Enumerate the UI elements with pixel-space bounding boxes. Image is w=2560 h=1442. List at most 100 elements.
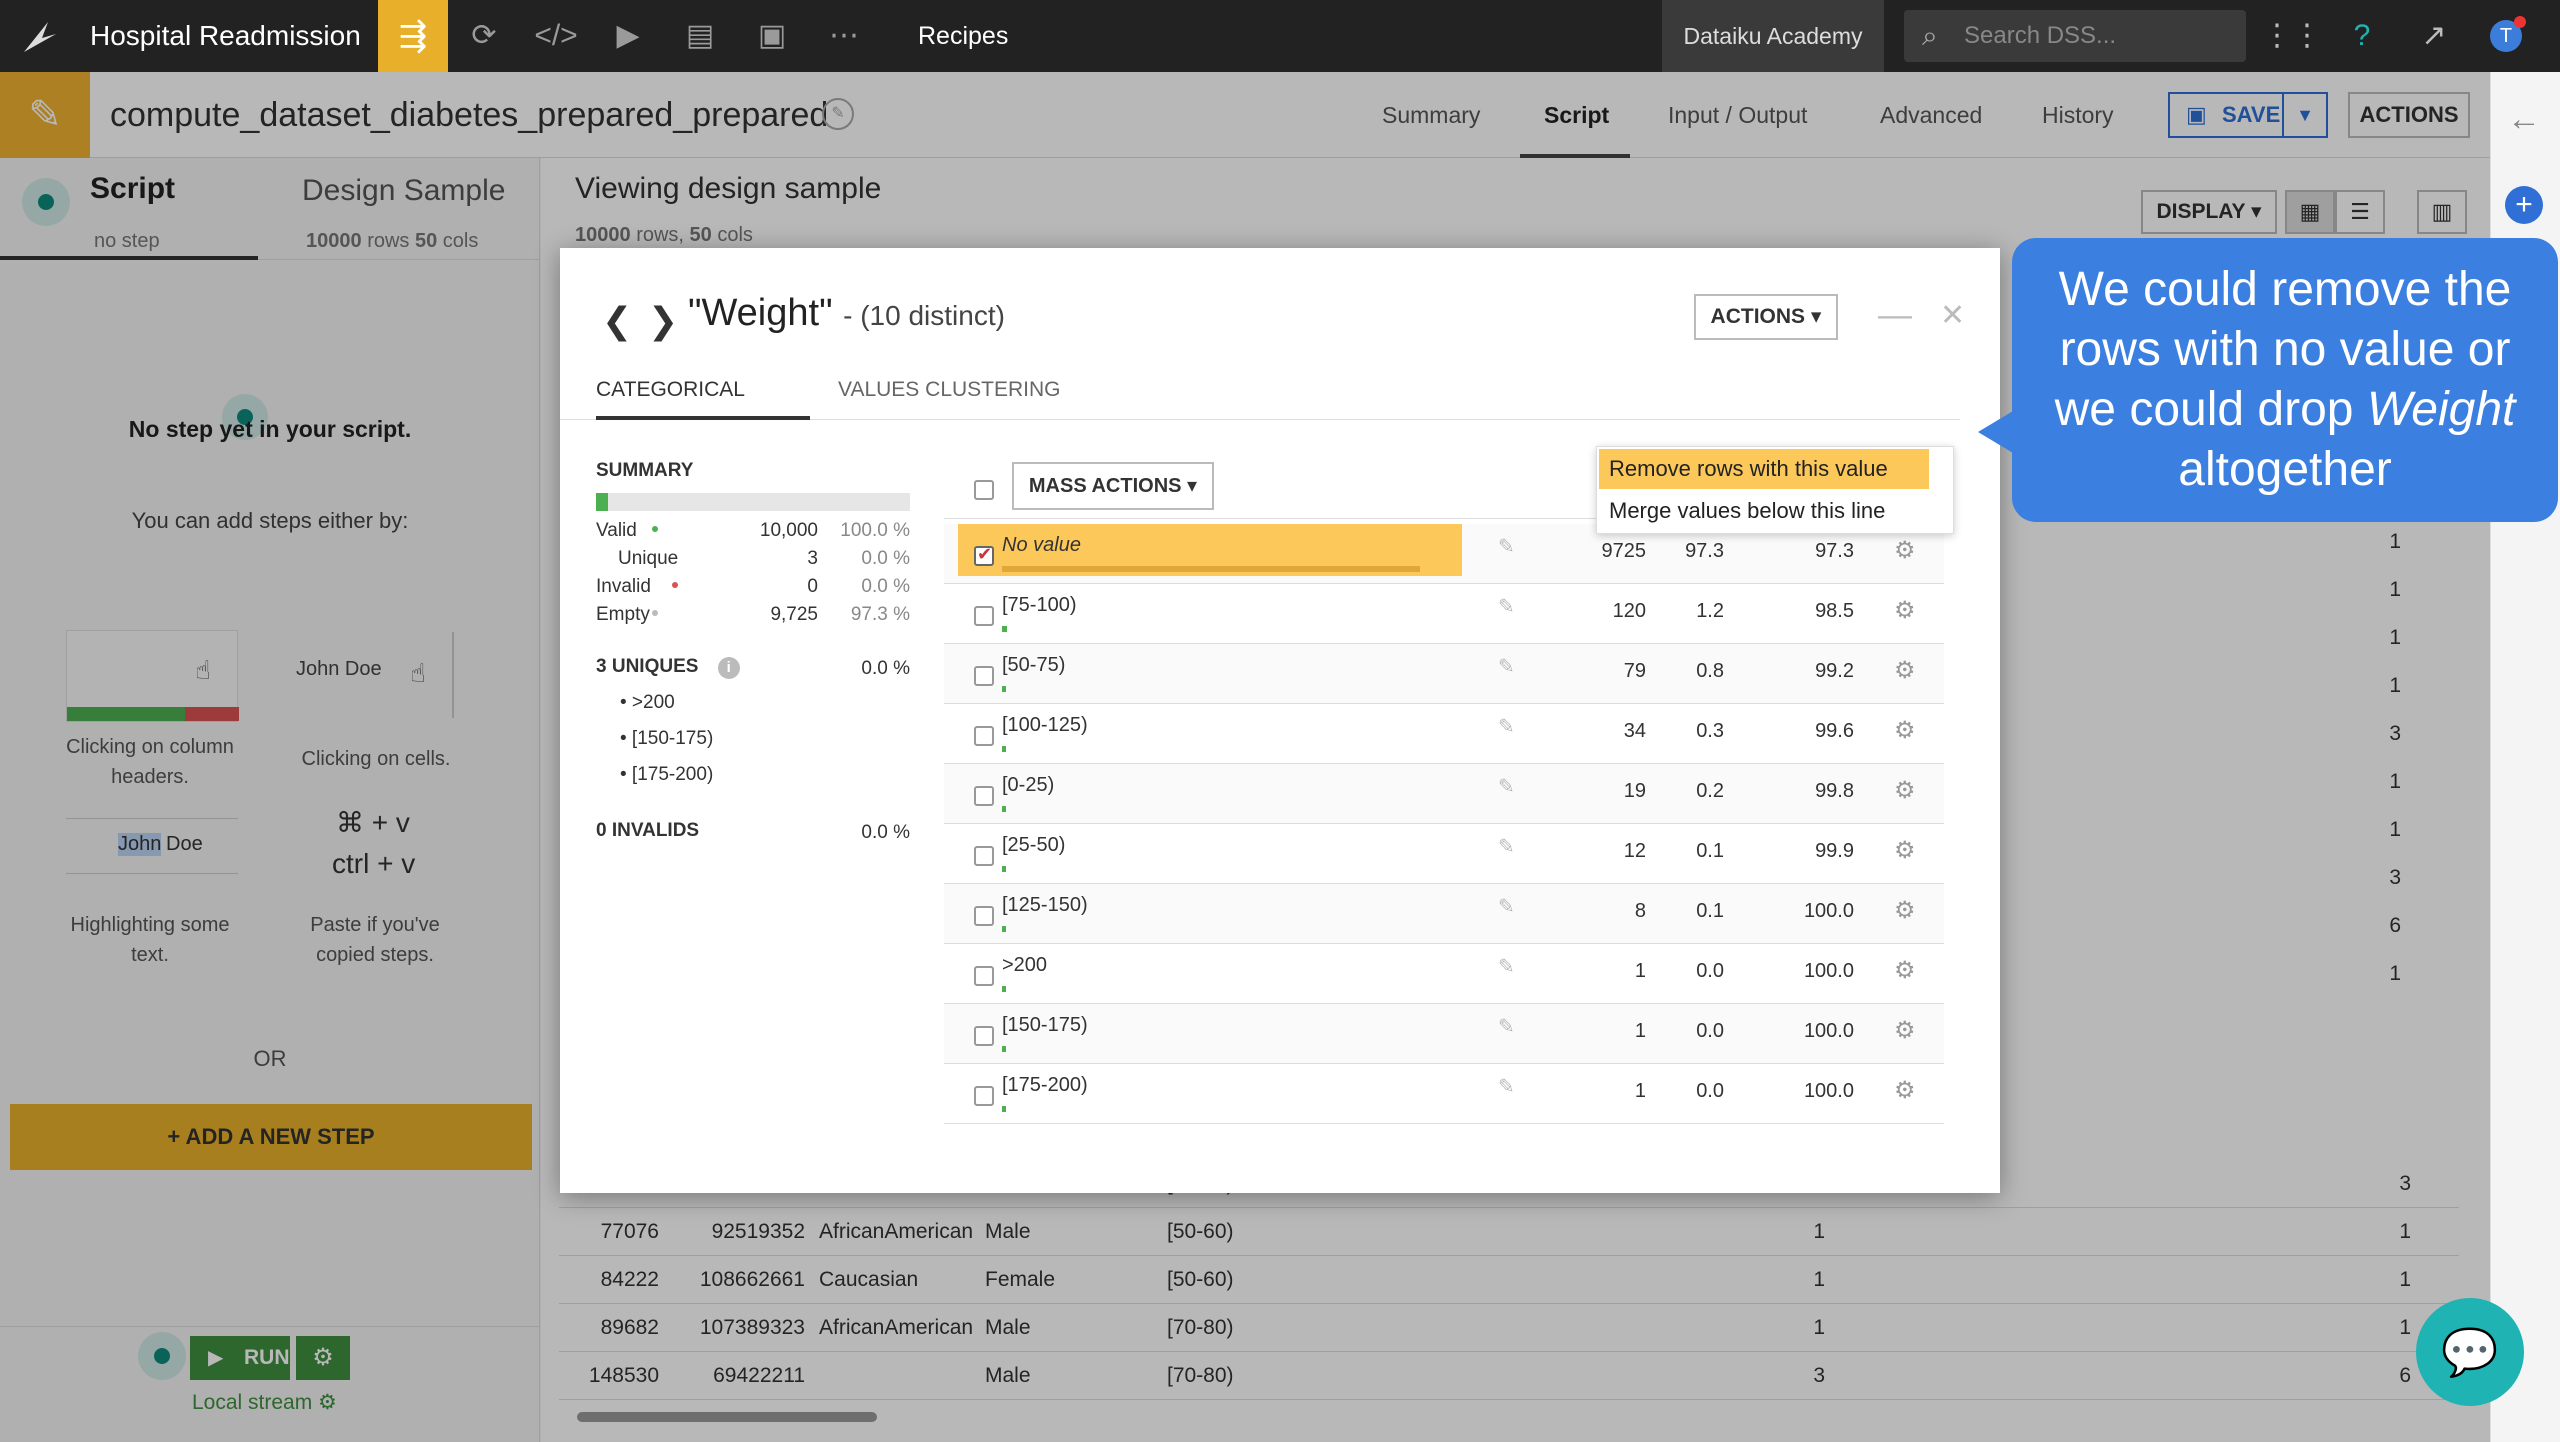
recipes-breadcrumb[interactable]: Recipes [918,22,1009,50]
table-cell[interactable]: AfricanAmerican [819,1316,974,1339]
help-beacon[interactable] [222,394,268,440]
table-cell[interactable]: 69422211 [713,1364,805,1387]
tab-script[interactable]: Script [1520,72,1630,158]
value-row[interactable]: >200 ✎ 1 0.0 100.0 ⚙ [944,944,1944,1004]
row-gear-icon[interactable]: ⚙ [1894,777,1916,804]
row-gear-icon[interactable]: ⚙ [1894,897,1916,924]
table-cell[interactable]: 1 [2389,578,2401,601]
table-cell[interactable]: AfricanAmerican [819,1220,974,1243]
avatar[interactable]: T [2490,16,2526,52]
pencil-icon[interactable]: ✎ [1498,716,1515,738]
table-cell[interactable]: 3 [1813,1364,1825,1387]
table-cell[interactable]: [50-60) [1167,1268,1234,1291]
row-checkbox[interactable] [974,846,994,866]
value-row[interactable]: [125-150) ✎ 8 0.1 100.0 ⚙ [944,884,1944,944]
value-row[interactable]: [50-75) ✎ 79 0.8 99.2 ⚙ [944,644,1944,704]
table-cell[interactable]: 1 [2389,818,2401,841]
row-gear-icon[interactable]: ⚙ [1894,717,1916,744]
row-gear-icon[interactable]: ⚙ [1894,957,1916,984]
table-cell[interactable]: 1 [2389,674,2401,697]
table-cell[interactable]: 1 [1813,1268,1825,1291]
pencil-icon[interactable]: ✎ [1498,596,1515,618]
pencil-icon[interactable]: ✎ [1498,836,1515,858]
select-all-checkbox[interactable] [974,480,994,500]
pencil-icon[interactable]: ✎ [1498,656,1515,678]
display-dropdown[interactable]: DISPLAY ▾ [2141,190,2277,234]
actions-button[interactable]: ACTIONS [2348,92,2470,138]
tab-input-output[interactable]: Input / Output [1668,102,1808,128]
table-cell[interactable]: 1 [2389,770,2401,793]
save-button[interactable]: ▣ SAVE [2168,92,2284,138]
value-row[interactable]: [175-200) ✎ 1 0.0 100.0 ⚙ [944,1064,1944,1124]
remove-rows-menu-item[interactable]: Remove rows with this value [1599,449,1929,489]
table-cell[interactable]: Male [985,1364,1031,1387]
row-checkbox[interactable] [974,966,994,986]
code-icon[interactable]: </> [534,19,578,52]
chat-icon[interactable]: 💬 [2416,1298,2524,1406]
table-cell[interactable]: 148530 [588,1364,659,1387]
table-cell[interactable]: 77076 [600,1220,659,1243]
row-gear-icon[interactable]: ⚙ [1894,1077,1916,1104]
horizontal-scrollbar[interactable] [577,1412,877,1422]
table-cell[interactable]: 92519352 [711,1220,805,1243]
activity-icon[interactable]: ↗ [2421,19,2447,52]
value-row[interactable]: [150-175) ✎ 1 0.0 100.0 ⚙ [944,1004,1944,1064]
add-plus-icon[interactable]: + [2505,186,2543,224]
tab-categorical[interactable]: CATEGORICAL [596,378,810,420]
table-cell[interactable]: 1 [2399,1268,2411,1291]
pencil-icon[interactable]: ✎ [1498,776,1515,798]
previous-column-icon[interactable]: ❮ [602,300,633,341]
row-checkbox[interactable] [974,786,994,806]
row-gear-icon[interactable]: ⚙ [1894,537,1916,564]
save-dropdown-button[interactable]: ▼ [2282,92,2328,138]
project-name[interactable]: Hospital Readmission [90,20,361,51]
table-cell[interactable]: 6 [2399,1364,2411,1387]
table-cell[interactable]: 3 [2389,722,2401,745]
table-cell[interactable]: [70-80) [1167,1316,1234,1339]
table-cell[interactable]: 1 [2389,530,2401,553]
row-checkbox[interactable] [974,1026,994,1046]
value-row[interactable]: [100-125) ✎ 34 0.3 99.6 ⚙ [944,704,1944,764]
flow-icon[interactable]: ⇶ [378,0,448,72]
table-cell[interactable]: 84222 [600,1268,659,1291]
table-cell[interactable]: [70-80) [1167,1364,1234,1387]
table-row[interactable]: 148530 69422211 Male [70-80) 3 6 [559,1352,2459,1400]
jobs-icon[interactable]: ▤ [685,19,715,52]
pencil-icon[interactable]: ✎ [1498,1076,1515,1098]
next-column-icon[interactable]: ❯ [648,300,679,341]
run-button[interactable]: ▶ RUN [190,1336,290,1380]
table-cell[interactable]: 108662661 [699,1268,805,1291]
row-gear-icon[interactable]: ⚙ [1894,837,1916,864]
table-cell[interactable]: [50-60) [1167,1220,1234,1243]
academy-link[interactable]: Dataiku Academy [1662,0,1884,72]
play-icon[interactable]: ▶ [616,19,640,52]
collapse-arrow-icon[interactable]: ← [2507,100,2541,138]
table-row[interactable]: 84222 108662661 Caucasian Female [50-60) 1 1 [559,1256,2459,1304]
info-icon[interactable]: i [717,657,740,679]
row-checkbox[interactable] [974,544,994,566]
row-checkbox[interactable] [974,906,994,926]
table-cell[interactable]: Female [985,1268,1056,1291]
search-input[interactable]: ⌕ Search DSS... [1904,10,2246,62]
value-row[interactable]: [75-100) ✎ 120 1.2 98.5 ⚙ [944,584,1944,644]
dashboard-icon[interactable]: ▣ [757,19,787,52]
row-checkbox[interactable] [974,606,994,626]
table-cell[interactable]: 1 [1813,1220,1825,1243]
pencil-icon[interactable]: ✎ [1498,536,1515,558]
merge-values-menu-item[interactable]: Merge values below this line [1609,498,1886,523]
table-cell[interactable]: 3 [2399,1172,2411,1195]
refresh-icon[interactable]: ⟳ [471,19,497,52]
table-cell[interactable]: 1 [1813,1316,1825,1339]
table-row[interactable]: 77076 92519352 AfricanAmerican Male [50-60) 1… [559,1208,2459,1256]
table-cell[interactable]: 1 [2389,962,2401,985]
table-row[interactable]: 89682 107389323 AfricanAmerican Male [70-80)… [559,1304,2459,1352]
table-view-icon[interactable]: ▦ [2285,190,2335,234]
row-gear-icon[interactable]: ⚙ [1894,1017,1916,1044]
table-cell[interactable]: 89682 [600,1316,659,1339]
list-view-icon[interactable]: ☰ [2335,190,2385,234]
pencil-icon[interactable]: ✎ [1498,896,1515,918]
table-cell[interactable]: 1 [2389,626,2401,649]
apps-grid-icon[interactable]: ⋮⋮ [2262,19,2322,52]
run-settings-gear-icon[interactable]: ⚙ [296,1336,350,1380]
tab-history[interactable]: History [2042,102,2114,128]
